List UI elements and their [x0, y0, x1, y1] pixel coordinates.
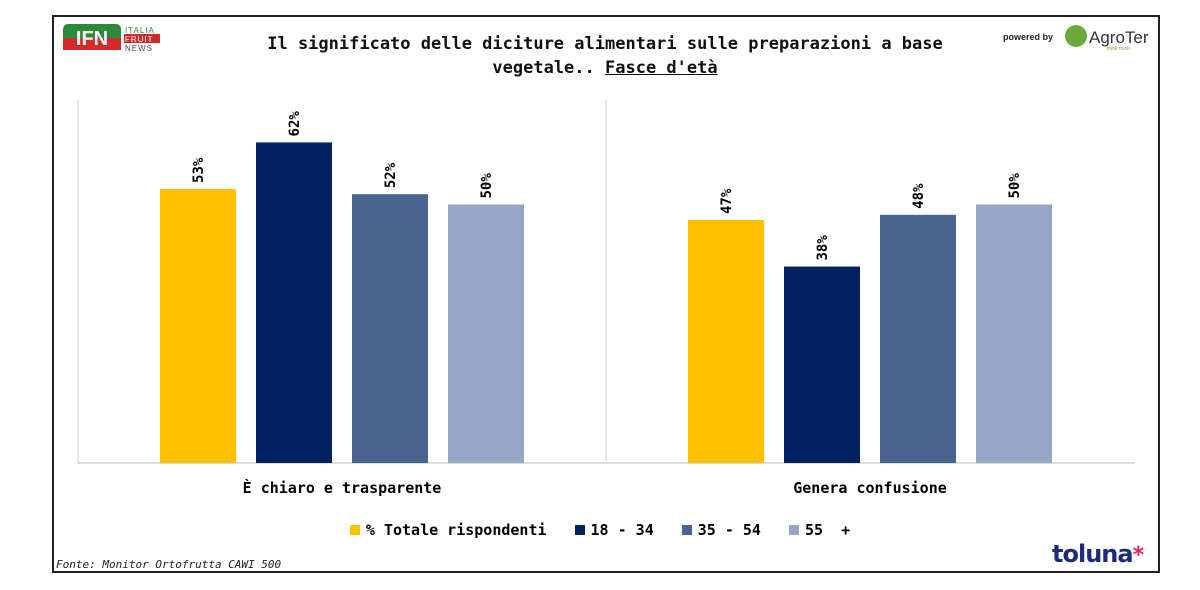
title-line1: Il significato delle diciture alimentari… — [267, 34, 943, 54]
data-label: 50% — [479, 173, 495, 199]
source-note: Fonte: Monitor Ortofrutta CAWI 500 — [56, 558, 282, 571]
bar — [448, 204, 524, 463]
legend-label: 35 - 54 — [697, 521, 761, 539]
bar — [976, 204, 1052, 463]
legend: % Totale rispondenti 18 - 34 35 - 54 55 + — [0, 521, 1200, 539]
data-label: 48% — [911, 183, 927, 209]
legend-swatch — [681, 525, 692, 535]
legend-item: 55 + — [788, 521, 851, 539]
bar — [256, 142, 332, 463]
title-line2: vegetale.. — [492, 58, 605, 78]
category-label: È chiaro e trasparente — [243, 478, 442, 497]
data-label: 50% — [1007, 173, 1023, 199]
legend-item: % Totale rispondenti — [349, 521, 547, 539]
legend-swatch — [788, 525, 799, 535]
bar — [880, 214, 956, 463]
legend-item: 35 - 54 — [681, 521, 761, 539]
ifn-logo: IFN ITALIA FRUIT NEWS — [63, 24, 163, 56]
agroter-logo: powered by AgroTer think fresh — [1003, 23, 1153, 55]
svg-text:think fresh: think fresh — [1107, 46, 1130, 51]
svg-text:IFN: IFN — [76, 28, 108, 50]
legend-swatch — [349, 525, 360, 535]
svg-text:FRUIT: FRUIT — [125, 35, 154, 44]
bar — [160, 188, 236, 464]
svg-text:powered by: powered by — [1003, 32, 1053, 42]
data-label: 53% — [191, 157, 207, 183]
title-underlined: Fasce d'età — [605, 58, 718, 78]
svg-text:AgroTer: AgroTer — [1089, 28, 1149, 47]
legend-swatch — [574, 525, 585, 535]
chart-title: Il significato delle diciture alimentari… — [200, 32, 1010, 80]
chart-frame — [52, 15, 1160, 573]
data-label: 52% — [383, 162, 399, 188]
legend-item: 18 - 34 — [574, 521, 654, 539]
legend-label: % Totale rispondenti — [365, 521, 547, 539]
data-label: 62% — [287, 111, 303, 137]
svg-text:NEWS: NEWS — [125, 44, 153, 52]
category-label: Genera confusione — [793, 479, 947, 497]
legend-label: 18 - 34 — [590, 521, 654, 539]
data-label: 38% — [815, 235, 831, 261]
toluna-logo: toluna* — [1052, 540, 1144, 568]
svg-text:ITALIA: ITALIA — [125, 26, 155, 35]
bar — [688, 220, 764, 463]
bar — [784, 266, 860, 463]
data-label: 47% — [719, 188, 735, 214]
legend-label: 55 + — [804, 521, 851, 539]
bar — [352, 194, 428, 463]
